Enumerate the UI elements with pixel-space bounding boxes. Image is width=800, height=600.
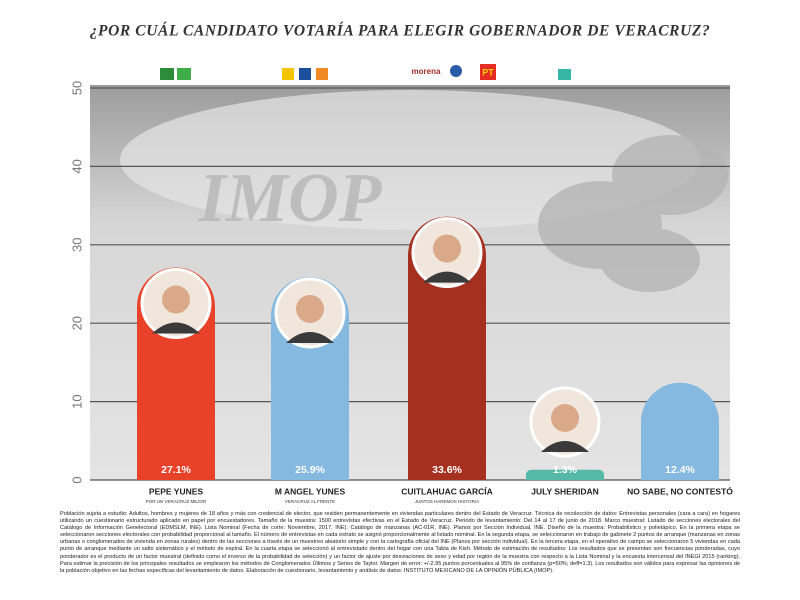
- candidate-body: [286, 331, 334, 343]
- x-tick-sublabel: VERACRUZ AL FRENTE: [285, 499, 335, 504]
- party-logo: [558, 69, 571, 80]
- candidate-face: [433, 234, 461, 263]
- footnote: Población sujeta a estudio: Adultos, hom…: [60, 511, 740, 574]
- y-tick-label: 0: [69, 476, 84, 483]
- party-logo: [177, 68, 191, 80]
- y-tick-label: 10: [69, 394, 84, 408]
- value-label: 1.3%: [553, 464, 578, 476]
- bar-base: [137, 373, 215, 480]
- candidate-face: [551, 404, 579, 432]
- party-logo: [316, 68, 328, 80]
- x-tick-label: PEPE YUNES: [149, 486, 204, 496]
- value-label: 12.4%: [665, 464, 695, 476]
- bar-base: [526, 474, 604, 480]
- bar-base: [641, 431, 719, 480]
- party-logo: PT: [482, 67, 494, 77]
- chart: IMOP ¿POR CUÁL CANDIDATO VOTARÍA PARA EL…: [69, 23, 733, 505]
- party-logo: [450, 65, 462, 77]
- speech-bubbles: [538, 135, 728, 292]
- x-tick-label: JULY SHERIDAN: [531, 486, 599, 496]
- x-tick-label: M ANGEL YUNES: [275, 486, 346, 496]
- value-label: 33.6%: [432, 464, 462, 476]
- chart-title: ¿POR CUÁL CANDIDATO VOTARÍA PARA ELEGIR …: [90, 23, 711, 40]
- x-tick-label: CUITLAHUAC GARCÍA: [401, 486, 493, 496]
- party-logo: morena: [412, 67, 441, 76]
- bar-base: [271, 378, 349, 480]
- party-logo: [480, 64, 496, 80]
- y-tick-label: 50: [69, 81, 84, 95]
- value-label: 25.9%: [295, 464, 325, 476]
- party-logo: [282, 68, 294, 80]
- y-tick-label: 40: [69, 159, 84, 173]
- candidate-body: [423, 271, 471, 283]
- y-tick-label: 20: [69, 316, 84, 330]
- y-tick-label: 30: [69, 238, 84, 252]
- candidate-face: [162, 285, 190, 314]
- candidate-body: [541, 441, 589, 452]
- party-logo: [299, 68, 311, 80]
- x-tick-label: NO SABE, NO CONTESTÓ: [627, 485, 733, 496]
- candidate-face: [296, 294, 324, 323]
- x-tick-sublabel: JUNTOS HAREMOS HISTORIA: [415, 499, 479, 504]
- bar-base: [408, 348, 486, 480]
- x-tick-sublabel: POR UN VERACRUZ MEJOR: [146, 499, 207, 504]
- candidate-body: [152, 322, 200, 334]
- watermark: IMOP: [198, 160, 383, 237]
- value-label: 27.1%: [161, 464, 191, 476]
- party-logo: [160, 68, 174, 80]
